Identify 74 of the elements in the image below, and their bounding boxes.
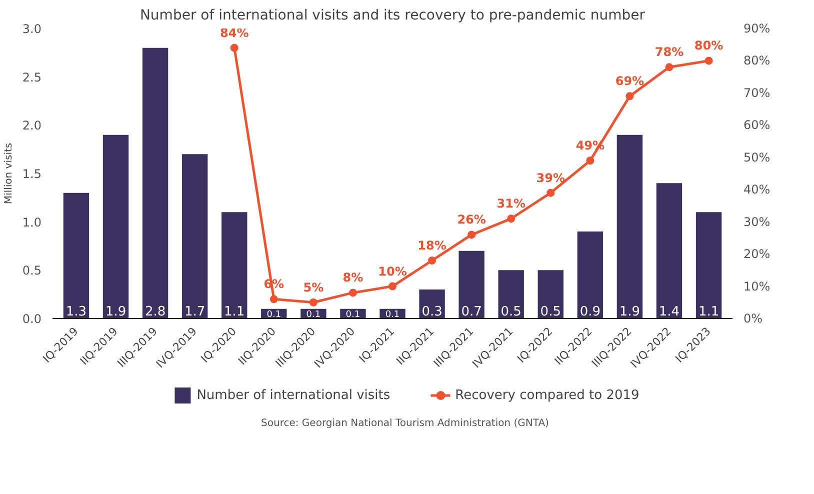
data-label: 8%	[342, 270, 364, 285]
data-label: 1.1	[698, 304, 720, 320]
data-label: 0.9	[580, 304, 601, 320]
y2-tick-label: 30%	[744, 214, 770, 229]
bar	[142, 48, 168, 318]
y2-tick-label: 70%	[744, 86, 770, 100]
data-label: 1.7	[184, 304, 206, 320]
bar	[538, 270, 564, 318]
y2-tick-label: 80%	[744, 54, 770, 68]
bar	[656, 183, 682, 318]
data-label: 1.1	[224, 304, 245, 320]
data-label: 1.4	[658, 304, 680, 320]
point	[230, 44, 238, 52]
point	[626, 92, 634, 100]
y-tick-label: 0.5	[22, 264, 42, 278]
point	[546, 188, 555, 197]
y2-tick-label: 40%	[744, 182, 770, 197]
y2-tick-label: 10%	[744, 279, 770, 294]
bar	[577, 232, 604, 318]
data-label: 10%	[378, 264, 407, 278]
data-label: 0.5	[500, 304, 522, 320]
point	[309, 298, 318, 306]
data-label: 39%	[536, 170, 566, 185]
y-tick-label: 3.0	[22, 22, 42, 36]
legend-label: Number of international visits	[196, 388, 390, 402]
y2-tick-label: 90%	[744, 22, 770, 36]
point	[665, 63, 674, 72]
data-label: 5%	[303, 280, 324, 294]
bar	[498, 270, 524, 318]
bar	[63, 192, 90, 318]
y-tick-label: 1.0	[22, 215, 42, 230]
bar	[102, 134, 129, 318]
bar	[182, 154, 208, 318]
point	[348, 288, 357, 297]
bar	[616, 134, 643, 318]
data-label: 1.9	[105, 304, 126, 320]
y2-tick-label: 0%	[744, 312, 763, 326]
data-label: 2.8	[144, 304, 166, 320]
bar	[222, 212, 248, 318]
y-axis-title: Million visits	[3, 142, 14, 204]
y-tick-label: 2.5	[22, 70, 42, 84]
point	[704, 56, 713, 65]
data-label: 0.1	[306, 310, 321, 320]
bar	[696, 212, 722, 318]
data-label: 69%	[615, 74, 644, 88]
point	[468, 230, 476, 239]
y2-tick-label: 60%	[744, 118, 770, 132]
data-label: 0.3	[422, 304, 442, 320]
legend-label: Recovery compared to 2019	[455, 388, 640, 402]
data-label: 0.1	[346, 310, 360, 320]
y-tick-label: 2.0	[22, 118, 42, 133]
point	[270, 295, 278, 304]
point	[507, 214, 516, 223]
y2-tick-label: 20%	[744, 247, 770, 262]
y-tick-label: 1.5	[22, 167, 42, 181]
point	[388, 282, 396, 290]
chart-title: Number of international visits and its recovery to pre-pandemic number	[140, 8, 646, 24]
point	[586, 156, 594, 165]
data-label: 1.3	[66, 304, 87, 320]
data-label: 0.1	[266, 310, 282, 320]
data-label: 80%	[694, 38, 724, 53]
point	[428, 256, 436, 264]
y-tick-label: 0.0	[22, 312, 42, 326]
source-note: Source: Georgian National Tourism Administration (GNTA)	[261, 417, 549, 431]
data-label: 0.1	[385, 310, 400, 320]
data-label: 0.5	[540, 304, 561, 320]
data-label: 1.9	[619, 304, 640, 320]
data-label: 26%	[457, 212, 486, 227]
data-label: 78%	[654, 45, 684, 60]
bar	[458, 250, 484, 318]
data-label: 0.7	[461, 304, 482, 320]
data-label: 31%	[496, 196, 526, 211]
y2-tick-label: 50%	[744, 150, 770, 164]
data-label: 18%	[418, 238, 446, 252]
